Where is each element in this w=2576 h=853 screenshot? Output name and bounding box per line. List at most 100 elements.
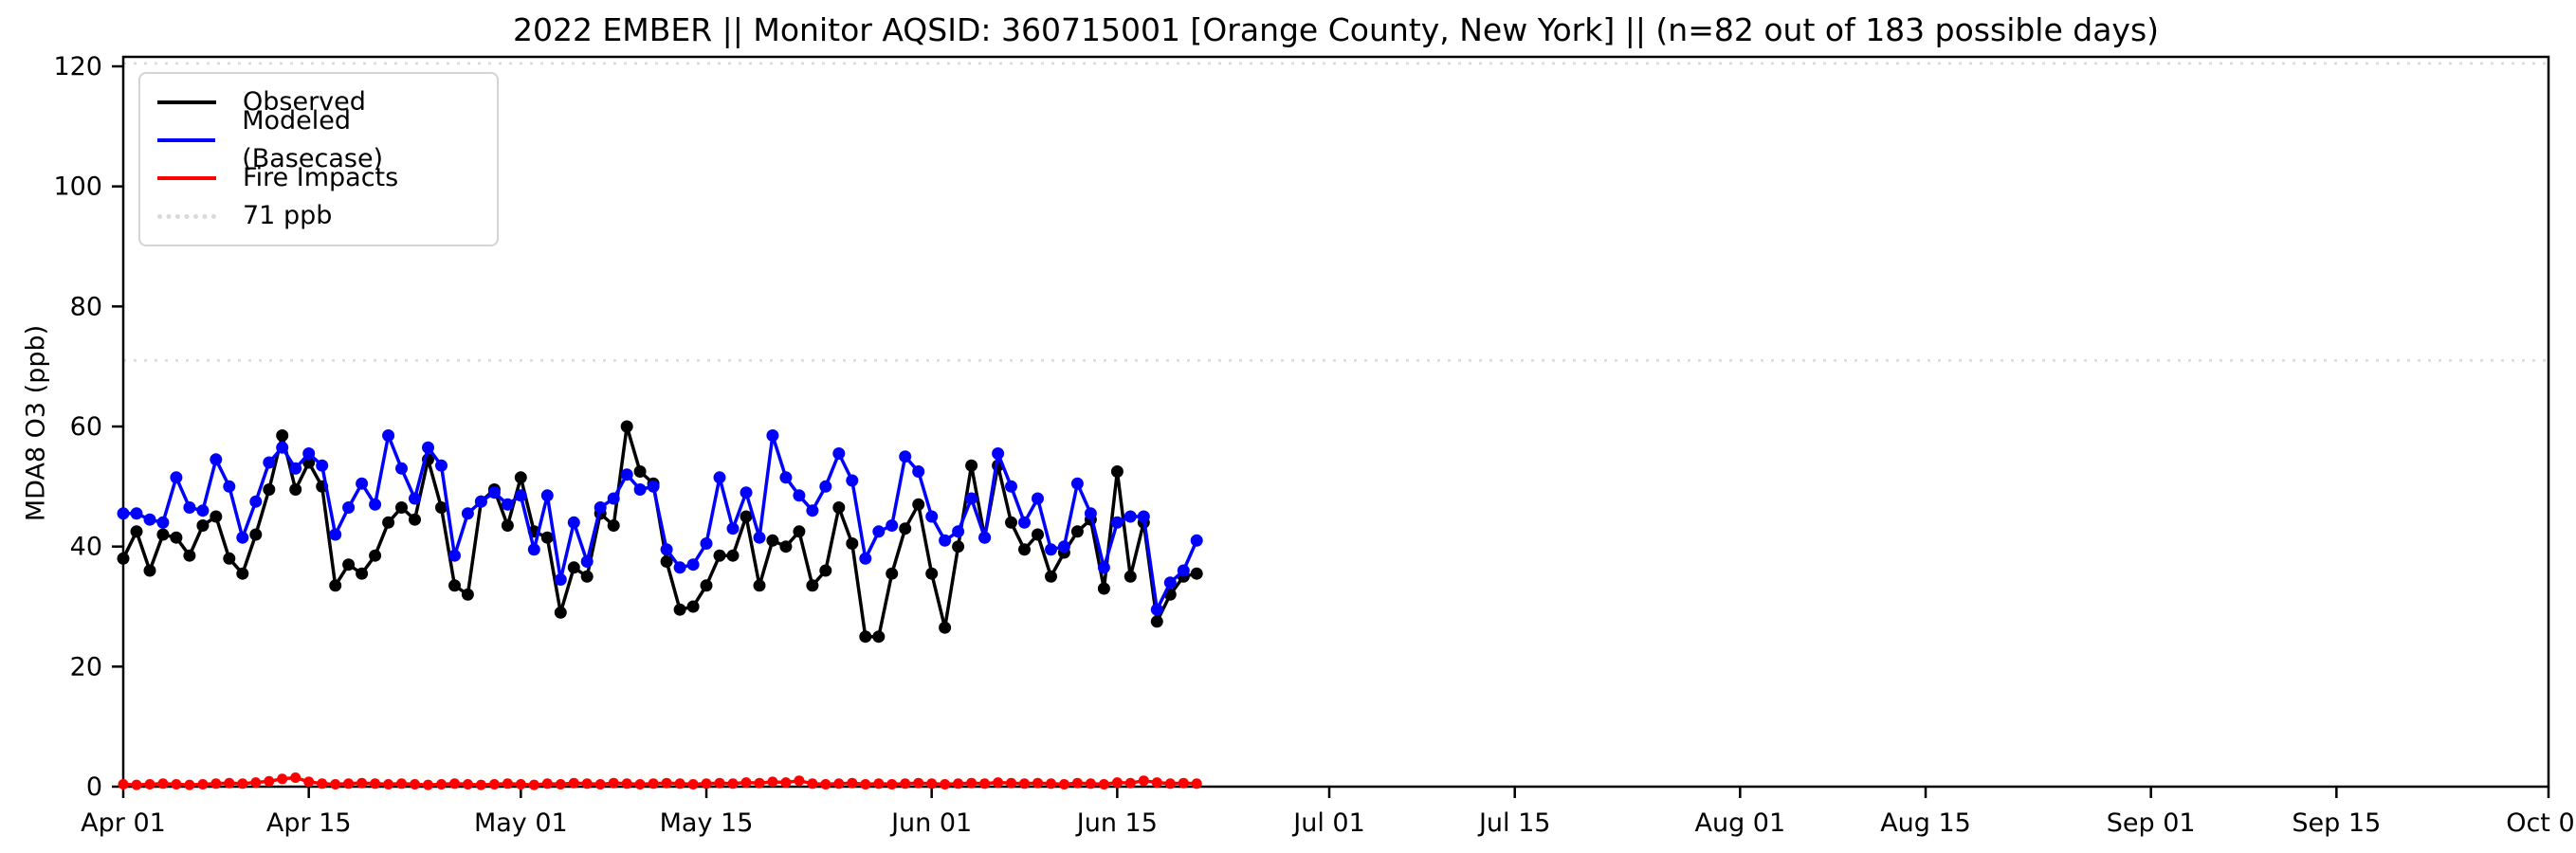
modeled-basecase--marker [899, 450, 912, 463]
modeled-basecase--marker [713, 471, 726, 484]
legend-item-observed: Observed [157, 83, 497, 121]
modeled-basecase--marker [461, 507, 474, 520]
x-tick-label: Apr 15 [266, 808, 352, 838]
observed-marker [1190, 567, 1203, 580]
fire-impacts-marker [926, 778, 938, 789]
fire-impacts-marker [594, 779, 606, 789]
observed-marker [1070, 525, 1084, 538]
modeled-basecase--marker [886, 519, 899, 532]
modeled-basecase--marker [474, 495, 487, 508]
fire-impacts-marker [701, 778, 712, 789]
fire-impacts-marker [528, 779, 539, 790]
fire-impacts-marker [634, 779, 646, 789]
observed-marker [514, 471, 527, 484]
fire-impacts-marker [1124, 777, 1136, 789]
fire-impacts-marker [953, 778, 964, 789]
modeled-basecase--marker [673, 561, 686, 574]
observed-marker [660, 555, 673, 568]
fire-impacts-marker [396, 778, 407, 789]
modeled-basecase--marker [660, 543, 673, 556]
modeled-basecase--marker [1005, 480, 1017, 493]
observed-marker [356, 567, 369, 580]
modeled-basecase--marker [249, 495, 263, 508]
observed-marker [382, 516, 395, 529]
observed-marker [633, 465, 647, 478]
modeled-basecase--marker [1177, 564, 1190, 577]
observed-marker [130, 525, 143, 538]
modeled-basecase--marker [753, 531, 766, 544]
fire-impacts-marker [118, 779, 129, 789]
observed-marker [567, 561, 580, 574]
observed-marker [886, 567, 899, 580]
modeled-basecase--marker [978, 531, 992, 544]
legend: Observed Modeled (Basecase) Fire Impacts… [138, 72, 499, 246]
fire-impacts-marker [502, 778, 513, 789]
fire-impacts-marker [317, 778, 328, 789]
fire-impacts-marker [581, 778, 593, 789]
x-tick-label: May 01 [474, 808, 568, 838]
observed-marker [740, 510, 753, 523]
modeled-basecase--marker [647, 480, 660, 493]
observed-marker [859, 630, 872, 644]
modeled-basecase--marker [965, 492, 978, 505]
modeled-basecase--marker [1124, 510, 1137, 523]
fire-impacts-marker [1138, 775, 1149, 787]
observed-marker [753, 579, 766, 592]
fire-impacts-marker [1111, 777, 1123, 789]
fire-impacts-marker [621, 778, 632, 789]
modeled-basecase--marker [210, 453, 223, 466]
modeled-basecase--marker [726, 522, 740, 535]
x-tick-label: Sep 15 [2292, 808, 2381, 838]
observed-marker [580, 570, 594, 583]
modeled-basecase--marker [527, 543, 540, 556]
modeled-basecase--marker [435, 459, 448, 472]
fire-impacts-marker [157, 778, 169, 789]
observed-marker [952, 540, 965, 554]
modeled-basecase--marker [819, 480, 832, 493]
modeled-basecase--marker [289, 462, 302, 475]
fire-impacts-marker [568, 777, 579, 789]
observed-marker [939, 621, 952, 634]
modeled-basecase--marker [567, 516, 580, 529]
observed-marker [1150, 615, 1163, 628]
modeled-basecase--marker [1150, 603, 1163, 616]
observed-marker [846, 537, 859, 550]
fire-impacts-marker [277, 773, 288, 785]
x-tick-label: Sep 01 [2107, 808, 2196, 838]
observed-marker [263, 483, 276, 496]
fire-impacts-marker [820, 779, 831, 789]
fire-impacts-marker [873, 778, 885, 789]
modeled-basecase--marker [1163, 576, 1177, 590]
observed-marker [925, 567, 939, 580]
legend-label: Observed [243, 87, 366, 117]
modeled-basecase--marker [607, 492, 620, 505]
fire-impacts-marker [740, 777, 752, 789]
fire-impacts-marker [264, 775, 275, 787]
plot-frame [121, 55, 2550, 789]
x-tick-label: Jun 15 [1075, 808, 1158, 838]
x-tick-label: Jun 01 [889, 808, 972, 838]
fire-impacts-marker [462, 779, 473, 789]
fire-impacts-marker [847, 777, 858, 789]
fire-impacts-marker [475, 779, 486, 790]
observed-line-swatch [157, 100, 216, 104]
modeled-basecase--marker [422, 441, 434, 454]
fire-impacts-marker [714, 777, 725, 789]
fire-impacts-line [122, 775, 1197, 787]
observed-marker [143, 564, 156, 577]
fire-impacts-marker [661, 777, 672, 789]
modeled-basecase--marker [183, 501, 196, 514]
observed-marker [1124, 570, 1137, 583]
x-tick-label: Aug 15 [1880, 808, 1971, 838]
observed-marker [236, 567, 249, 580]
observed-marker [249, 528, 263, 541]
observed-marker [793, 525, 806, 538]
modeled-basecase--marker [580, 555, 594, 568]
modeled-basecase--marker [143, 513, 156, 526]
fire-impacts-marker [674, 778, 685, 789]
modeled-basecase--marker [448, 549, 461, 562]
modeled-basecase--marker [276, 441, 289, 454]
y-tick-label: 80 [70, 292, 102, 321]
observed-marker [965, 459, 978, 472]
